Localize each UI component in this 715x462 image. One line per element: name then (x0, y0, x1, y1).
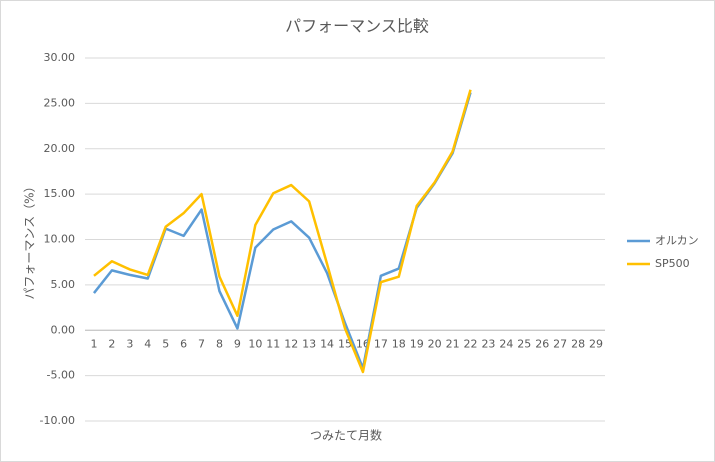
x-tick-label: 26 (535, 337, 549, 350)
x-tick-label: 13 (302, 337, 316, 350)
x-tick-label: 15 (338, 337, 352, 350)
x-tick-label: 17 (374, 337, 388, 350)
y-tick-label: -5.00 (47, 369, 75, 382)
x-tick-label: 9 (234, 337, 241, 350)
x-tick-label: 5 (162, 337, 169, 350)
y-tick-label: 0.00 (51, 323, 76, 336)
x-tick-label: 19 (410, 337, 424, 350)
x-axis-label: つみたて月数 (310, 428, 382, 443)
series-line (93, 89, 472, 374)
y-tick-label: 20.00 (44, 142, 76, 155)
y-axis-label: パフォーマンス（%） (23, 180, 37, 299)
x-tick-label: 18 (392, 337, 406, 350)
x-tick-label: 21 (446, 337, 460, 350)
x-tick-label: 14 (320, 337, 334, 350)
legend-label: SP500 (655, 257, 690, 270)
y-tick-label: 10.00 (44, 233, 76, 246)
x-tick-label: 6 (180, 337, 187, 350)
x-tick-label: 7 (198, 337, 205, 350)
y-tick-label: 15.00 (44, 187, 76, 200)
x-tick-label: 24 (499, 337, 513, 350)
y-tick-label: 30.00 (44, 51, 76, 64)
x-tick-label: 11 (266, 337, 280, 350)
x-tick-label: 27 (553, 337, 567, 350)
x-tick-label: 3 (126, 337, 133, 350)
x-tick-label: 25 (517, 337, 531, 350)
x-tick-label: 1 (90, 337, 97, 350)
y-tick-label: 25.00 (44, 96, 76, 109)
x-tick-label: 8 (216, 337, 223, 350)
x-tick-label: 29 (589, 337, 603, 350)
x-tick-label: 2 (108, 337, 115, 350)
x-tick-label: 28 (571, 337, 585, 350)
x-tick-label: 22 (464, 337, 478, 350)
legend-label: オルカン (655, 234, 699, 247)
x-tick-label: 4 (144, 337, 151, 350)
x-tick-label: 20 (428, 337, 442, 350)
y-tick-label: 5.00 (51, 278, 76, 291)
x-tick-label: 10 (248, 337, 262, 350)
x-tick-label: 23 (481, 337, 495, 350)
y-tick-label: -10.00 (40, 414, 75, 427)
x-tick-label: 12 (284, 337, 298, 350)
chart-title: パフォーマンス比較 (285, 17, 429, 36)
